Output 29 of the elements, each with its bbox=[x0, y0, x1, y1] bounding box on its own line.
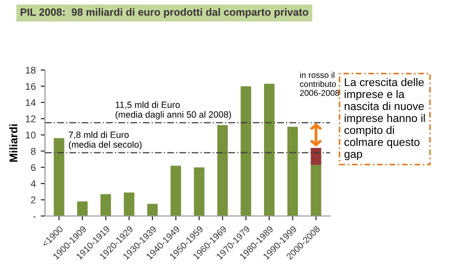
bar bbox=[264, 84, 275, 216]
bar bbox=[194, 167, 204, 216]
annotation: in rosso il contributo 2006-2008 bbox=[300, 72, 340, 96]
bar bbox=[147, 204, 158, 216]
chart-title: PIL 2008: 98 miliardi di euro prodotti dal comparto privato bbox=[20, 8, 308, 18]
bar bbox=[287, 126, 298, 216]
bar bbox=[310, 148, 322, 165]
y-tick-label: - bbox=[33, 216, 36, 218]
ref-line-label: 11,5 mld di Euro (media dagli anni 50 al 2008) bbox=[116, 101, 231, 120]
y-tick-label: 18 bbox=[26, 66, 36, 74]
bar bbox=[217, 125, 228, 216]
y-tick-label: 4 bbox=[30, 180, 36, 188]
bar bbox=[124, 192, 134, 216]
text: La crescita delle imprese e la nascita di nuove imprese hanno il compito di colmare questo gap bbox=[344, 78, 425, 160]
y-tick-label: 16 bbox=[26, 82, 36, 90]
y-tick-label: 12 bbox=[26, 115, 36, 122]
bar bbox=[100, 194, 111, 216]
y-tick-label: 6 bbox=[31, 164, 36, 171]
ref-line-label: 7,8 mld di Euro (media del secolo) bbox=[68, 131, 142, 150]
y-tick-label: 10 bbox=[26, 132, 36, 139]
bar bbox=[170, 166, 182, 216]
bar bbox=[54, 138, 64, 216]
bar bbox=[310, 164, 322, 216]
y-tick-label: 14 bbox=[26, 99, 36, 106]
y-axis-title: Miliardi bbox=[9, 124, 18, 162]
y-tick-label: 2 bbox=[31, 196, 36, 204]
y-tick-label: 8 bbox=[30, 148, 36, 155]
bar bbox=[240, 86, 252, 216]
bar bbox=[77, 201, 88, 216]
